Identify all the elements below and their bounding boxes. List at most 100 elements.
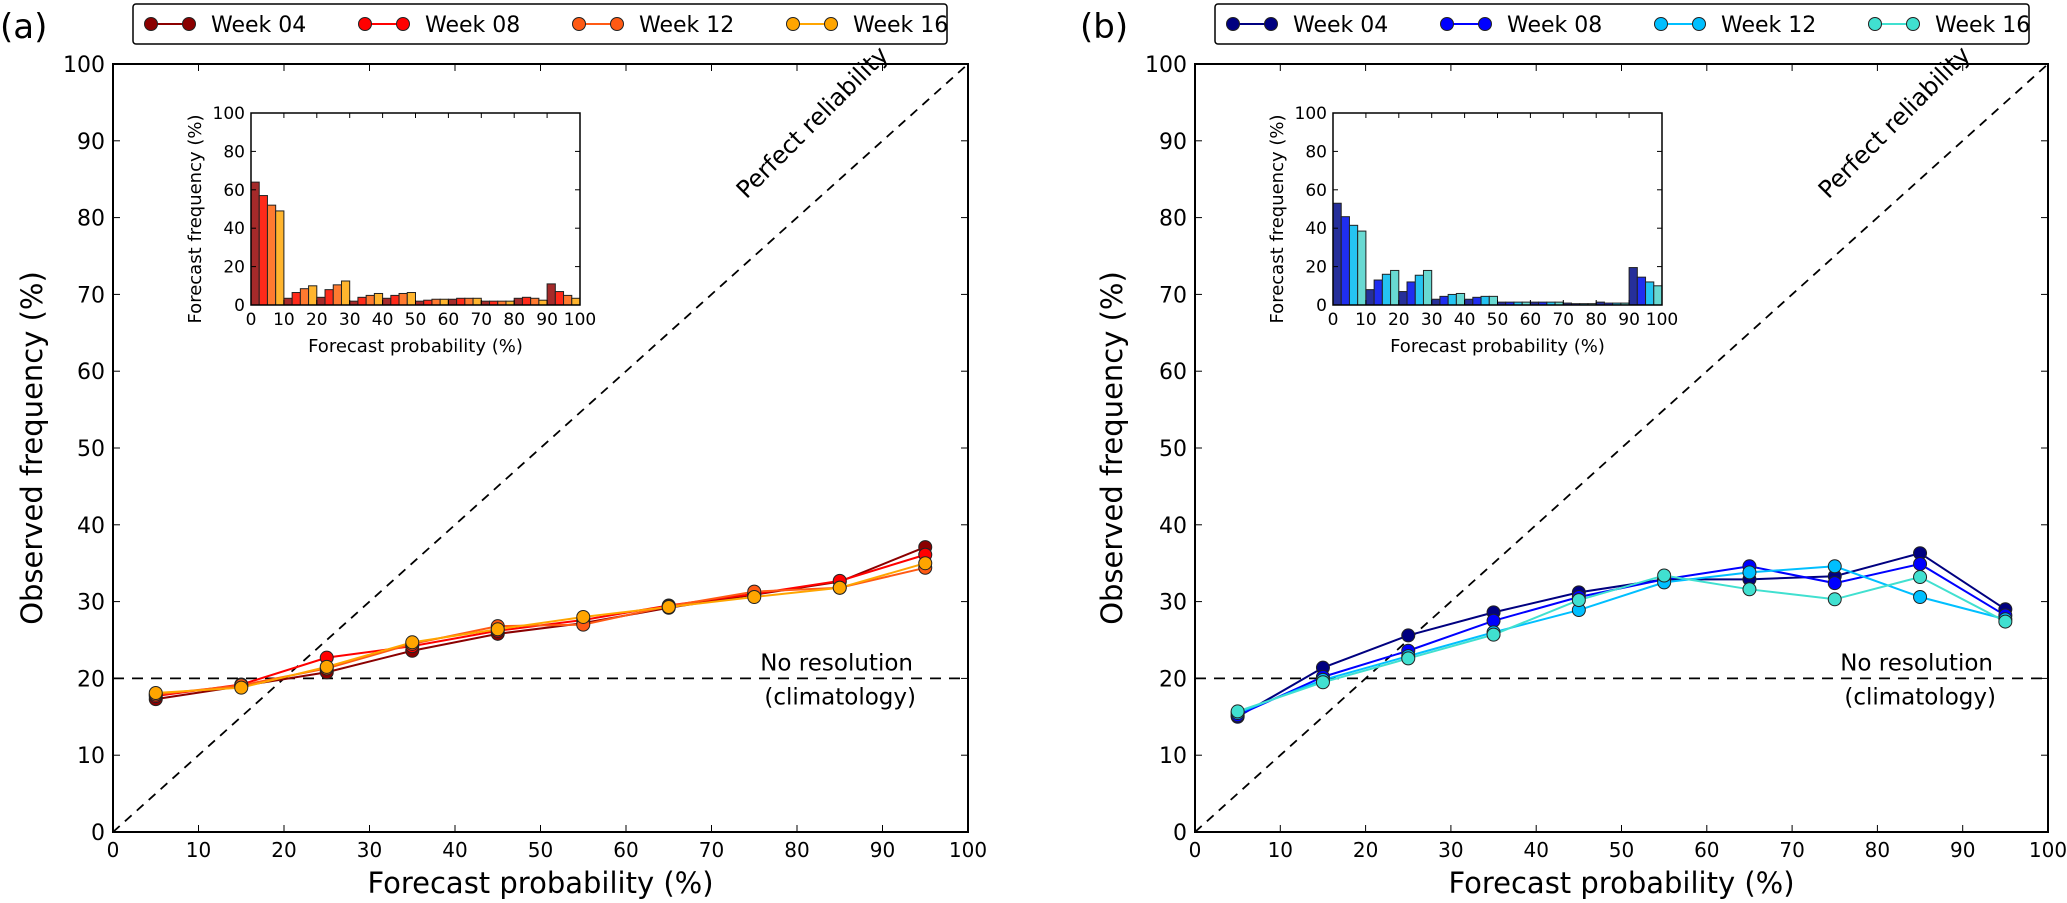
legend-marker-0 — [144, 17, 158, 31]
legend-label-0: Week 04 — [211, 13, 306, 38]
histogram-bar — [365, 294, 375, 306]
data-point-week-16 — [234, 680, 249, 695]
data-point-week-16 — [1486, 627, 1501, 642]
series-line-week-04 — [1237, 552, 2006, 718]
histogram-bar — [308, 285, 318, 306]
histogram-bar — [1636, 276, 1647, 306]
inset-x-axis-label: Forecast probability (%) — [1390, 336, 1605, 357]
legend-label-2: Week 12 — [1721, 13, 1816, 38]
histogram-bar — [1340, 216, 1350, 306]
y-tick-label: 90 — [77, 130, 105, 155]
main-plot-a: Perfect reliability No resolution (climato… — [15, 41, 987, 900]
inset-y-tick-label: 0 — [234, 296, 245, 316]
inset-y-tick-label: 0 — [1316, 296, 1327, 316]
histogram-bar — [456, 297, 466, 306]
histogram-bar — [1357, 230, 1367, 306]
series-line-week-16 — [155, 562, 926, 694]
inset-x-tick-label: 100 — [564, 310, 596, 330]
data-point-week-16 — [1571, 593, 1586, 608]
legend-marker-1 — [1478, 17, 1492, 31]
histogram-bar — [1480, 295, 1490, 306]
data-point-week-12 — [1827, 559, 1842, 574]
inset-x-axis-label: Forecast probability (%) — [308, 336, 523, 357]
inset-x-tick-label: 40 — [372, 310, 394, 330]
y-tick-label: 20 — [1159, 667, 1187, 692]
inset-x-tick-label: 30 — [339, 310, 361, 330]
histogram-bar — [447, 298, 458, 306]
series-line-week-12 — [1237, 565, 2006, 714]
histogram-bar — [1398, 291, 1408, 306]
x-axis-label: Forecast probability (%) — [1448, 866, 1794, 900]
histogram-bar — [1373, 279, 1383, 306]
inset-x-tick-label: 90 — [1618, 310, 1640, 330]
histogram-bar — [1628, 267, 1638, 306]
inset-x-tick-label: 40 — [1454, 310, 1476, 330]
perfect-reliability-label: Perfect reliability — [731, 41, 894, 204]
x-tick-label: 90 — [1950, 838, 1975, 862]
data-point-week-16 — [918, 556, 933, 571]
histogram-bar — [1348, 224, 1359, 306]
histogram-bar — [291, 292, 301, 306]
inset-y-tick-label: 100 — [1295, 104, 1327, 124]
no-resolution-label: No resolution — [1840, 650, 1993, 676]
panel-label-a: (a) — [0, 7, 47, 47]
data-point-week-16 — [576, 609, 591, 624]
histogram-bar — [390, 294, 400, 306]
y-tick-label: 60 — [77, 360, 105, 385]
histogram-bar — [406, 292, 416, 306]
data-point-week-16 — [1998, 614, 2013, 629]
data-point-week-16 — [490, 622, 505, 637]
legend-marker-0 — [1264, 17, 1278, 31]
inset-x-tick-label: 20 — [306, 310, 328, 330]
legend-label-1: Week 08 — [1507, 13, 1602, 38]
y-axis-label: Observed frequency (%) — [1095, 271, 1129, 625]
x-tick-label: 60 — [1694, 838, 1719, 862]
perfect-reliability-label: Perfect reliability — [1813, 41, 1976, 204]
data-point-week-16 — [1827, 592, 1842, 607]
histogram-bar — [1365, 289, 1375, 306]
inset-y-tick-label: 80 — [1305, 142, 1327, 162]
data-point-week-16 — [1230, 704, 1245, 719]
inset-plot-b: 0 10 20 30 40 50 60 70 80 90 100 0 20 40 60 80 100 Foreca… — [1267, 104, 1678, 357]
histogram-bar — [250, 181, 260, 306]
data-point-week-16 — [1742, 582, 1757, 597]
x-tick-label: 60 — [613, 838, 638, 862]
y-tick-label: 60 — [1159, 360, 1187, 385]
histogram-bar — [266, 204, 277, 306]
x-tick-label: 20 — [271, 838, 296, 862]
histogram-bar — [340, 280, 351, 306]
inset-x-tick-label: 60 — [438, 310, 460, 330]
legend-label-2: Week 12 — [639, 13, 734, 38]
data-point-week-16 — [661, 599, 676, 614]
y-tick-label: 50 — [77, 437, 105, 462]
histogram-bar — [373, 292, 384, 306]
inset-y-tick-label: 20 — [1305, 258, 1327, 278]
legend-marker-1 — [396, 17, 410, 31]
inset-x-tick-label: 70 — [470, 310, 492, 330]
histogram-bar — [324, 289, 334, 306]
x-tick-label: 70 — [1779, 838, 1804, 862]
x-tick-label: 20 — [1353, 838, 1378, 862]
data-point-week-08 — [1913, 556, 1928, 571]
y-tick-label: 100 — [63, 53, 105, 78]
histogram-bar — [1332, 202, 1342, 306]
y-tick-label: 80 — [1159, 207, 1187, 232]
data-point-week-16 — [148, 685, 163, 700]
histogram-bar — [1488, 295, 1499, 306]
legend-label-3: Week 16 — [1935, 13, 2030, 38]
histogram-bar — [357, 296, 367, 306]
inset-background — [1333, 113, 1662, 305]
histogram-bar — [1414, 274, 1424, 306]
y-tick-label: 0 — [1173, 821, 1187, 846]
histogram-bar — [382, 297, 392, 306]
inset-y-axis-label: Forecast frequency (%) — [185, 114, 206, 323]
histogram-bar — [1431, 298, 1441, 306]
legend-marker-3 — [1868, 17, 1882, 31]
inset-x-tick-label: 30 — [1421, 310, 1443, 330]
legend-marker-2 — [610, 17, 624, 31]
y-tick-label: 50 — [1159, 437, 1187, 462]
inset-x-tick-label: 10 — [1355, 310, 1377, 330]
y-tick-label: 100 — [1145, 53, 1187, 78]
histogram-bar — [464, 297, 474, 306]
histogram-bar — [1390, 269, 1400, 306]
